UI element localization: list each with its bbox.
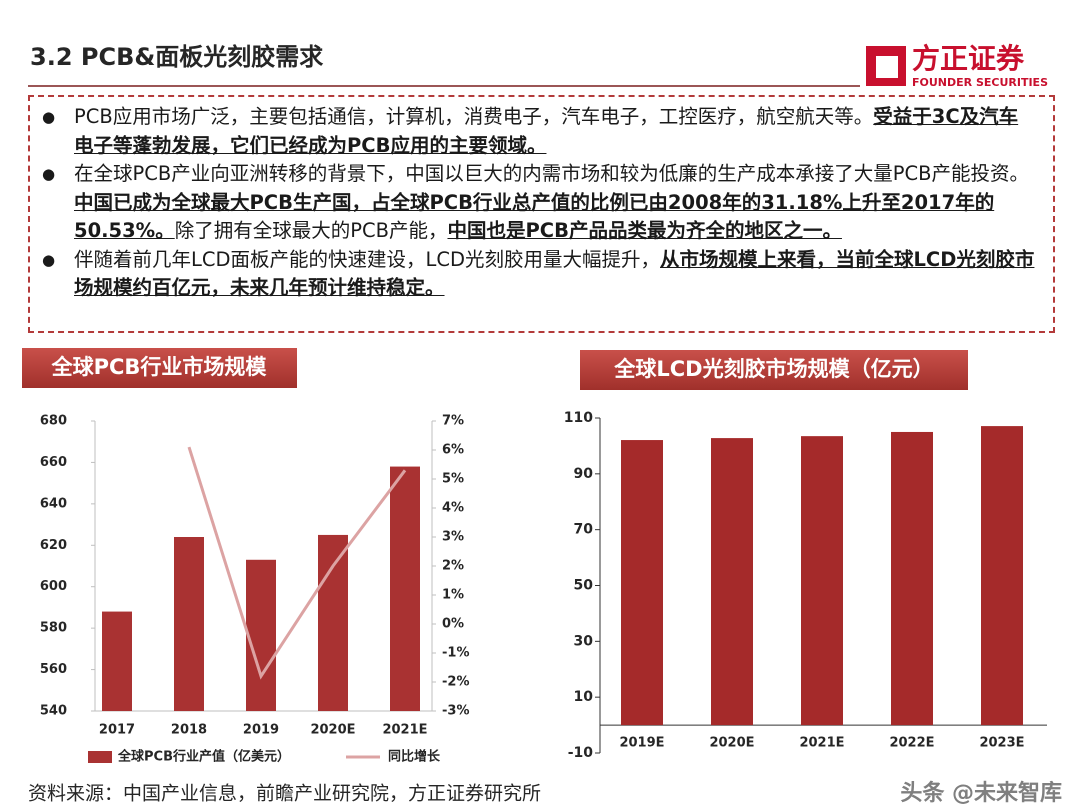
y2-tick-label: 2% xyxy=(442,559,464,574)
y2-tick-label: 0% xyxy=(442,617,464,632)
bullet-text: 伴随着前几年LCD面板产能的快速建设，LCD光刻胶用量大幅提升， xyxy=(74,247,660,271)
logo-icon xyxy=(866,46,906,86)
bullet: PCB应用市场广泛，主要包括通信，计算机，消费电子，汽车电子，工控医疗，航空航天… xyxy=(42,103,1037,160)
y-tick-label: 640 xyxy=(40,496,67,511)
bar xyxy=(390,466,420,711)
line-series xyxy=(187,446,407,680)
y2-tick-label: 3% xyxy=(442,530,464,545)
y-tick-label: 560 xyxy=(40,662,67,677)
x-tick-label: 2018 xyxy=(171,723,207,738)
y-tick-label: 30 xyxy=(574,633,594,649)
y2-tick-label: 6% xyxy=(442,443,464,458)
bullet-text: 除了拥有全球最大的PCB产能， xyxy=(174,219,448,242)
source-note: 资料来源：中国产业信息，前瞻产业研究院，方正证券研究所 xyxy=(28,783,541,805)
bullet-emphasis: 受益于3C及汽车电子等蓬勃发展，它们已经成为PCB应用的主要领域。 xyxy=(74,105,1019,157)
chart-title-box xyxy=(22,348,297,388)
bar xyxy=(711,438,753,726)
bullet-box: PCB应用市场广泛，主要包括通信，计算机，消费电子，汽车电子，工控医疗，航空航天… xyxy=(28,95,1055,333)
y-tick-label: 580 xyxy=(40,621,67,636)
x-tick-label: 2021E xyxy=(382,723,427,738)
bullet: 伴随着前几年LCD面板产能的快速建设，LCD光刻胶用量大幅提升，从市场规模上来看… xyxy=(42,246,1037,303)
y-tick-label: 660 xyxy=(40,455,67,470)
bar xyxy=(318,534,348,711)
bullet-text: PCB应用市场广泛，主要包括通信，计算机，消费电子，汽车电子，工控医疗，航空航天… xyxy=(74,105,874,128)
x-tick-label: 2020E xyxy=(709,736,754,751)
y2-tick-label: 5% xyxy=(442,472,464,487)
y-tick-label: 70 xyxy=(574,522,594,538)
bullet-emphasis: 中国也是PCB产品品类最为齐全的地区之一。 xyxy=(447,219,842,242)
y-tick-label: 110 xyxy=(564,410,593,426)
x-tick-label: 2022E xyxy=(889,736,934,751)
x-tick-label: 2019E xyxy=(619,736,664,751)
bullet-emphasis: 中国已成为全球最大PCB生产国，占全球PCB行业总产值的比例已由2008年的31… xyxy=(74,190,995,243)
y2-tick-label: -1% xyxy=(442,646,469,661)
y2-tick-label: 4% xyxy=(442,501,464,516)
y-tick-label: -10 xyxy=(568,745,594,761)
x-tick-label: 2020E xyxy=(310,723,355,738)
bullet-text: 在全球PCB产业向亚洲转移的背景下，中国以巨大的内需市场和较为低廉的生产成本承接… xyxy=(74,162,1030,185)
y-tick-label: 10 xyxy=(574,689,594,705)
legend-label: 同比增长 xyxy=(388,749,441,765)
legend-swatch xyxy=(88,751,112,763)
y2-tick-label: -2% xyxy=(442,675,469,690)
chart-title: 全球PCB行业市场规模 xyxy=(51,355,268,379)
bar xyxy=(246,559,276,711)
y-tick-label: 600 xyxy=(40,579,67,594)
y2-tick-label: 1% xyxy=(442,588,464,603)
bar xyxy=(981,426,1023,726)
bullet: 在全球PCB产业向亚洲转移的背景下，中国以巨大的内需市场和较为低廉的生产成本承接… xyxy=(42,160,1037,246)
logo-subtitle: FOUNDER SECURITIES xyxy=(912,76,1048,89)
y-tick-label: 90 xyxy=(574,466,594,482)
slide-title: 3.2 PCB&面板光刻胶需求 xyxy=(30,43,323,71)
x-tick-label: 2021E xyxy=(799,736,844,751)
y-tick-label: 620 xyxy=(40,538,67,553)
bar xyxy=(891,431,933,726)
logo-name: 方正证券 xyxy=(912,42,1025,75)
bar xyxy=(801,436,843,726)
bar xyxy=(621,440,663,726)
y-tick-label: 680 xyxy=(40,414,67,429)
x-tick-label: 2019 xyxy=(243,723,279,738)
y2-tick-label: -3% xyxy=(442,704,469,719)
y2-tick-label: 7% xyxy=(442,414,464,429)
bullet-emphasis: 从市场规模上来看，当前全球LCD光刻胶市场规模约百亿元，未来几年预计维持稳定。 xyxy=(74,247,1035,300)
x-tick-label: 2023E xyxy=(979,736,1024,751)
watermark: 头条 @未来智库 xyxy=(900,780,1062,806)
bar xyxy=(174,537,204,711)
chart-title-box xyxy=(580,350,968,390)
bar xyxy=(102,611,132,711)
x-tick-label: 2017 xyxy=(99,723,135,738)
y-tick-label: 50 xyxy=(574,578,594,594)
y-tick-label: 540 xyxy=(40,704,67,719)
chart-title: 全球LCD光刻胶市场规模（亿元） xyxy=(613,357,933,381)
legend-label: 全球PCB行业产值（亿美元） xyxy=(117,749,290,765)
